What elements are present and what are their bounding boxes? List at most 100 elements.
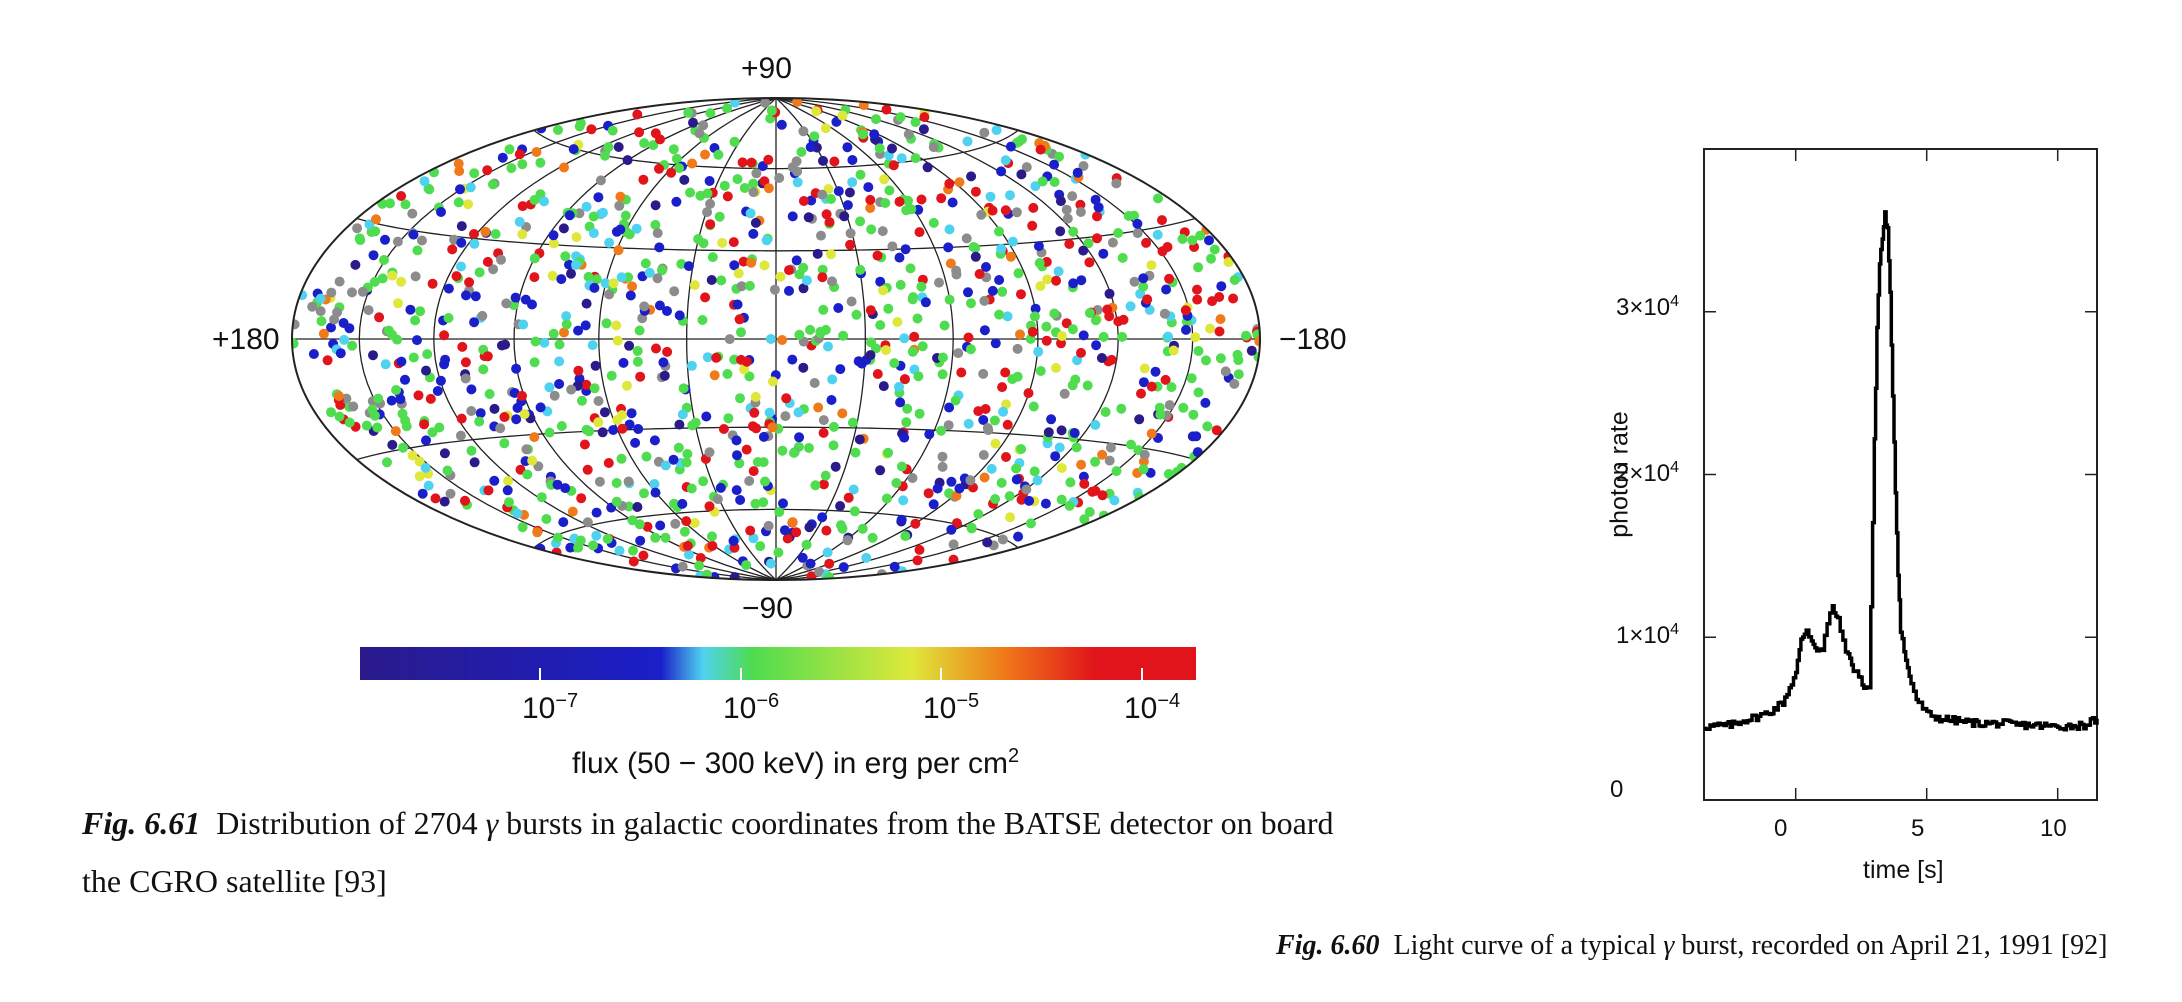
burst-point <box>954 483 965 494</box>
burst-point <box>998 406 1009 417</box>
burst-point <box>1164 400 1175 411</box>
burst-point <box>1013 268 1024 279</box>
burst-point <box>748 466 759 477</box>
burst-point <box>896 514 907 525</box>
burst-point <box>461 290 471 301</box>
burst-point <box>1075 199 1086 210</box>
burst-point <box>674 163 685 174</box>
burst-point <box>1005 141 1016 152</box>
burst-point <box>837 110 848 121</box>
burst-point <box>989 415 1000 426</box>
burst-point <box>997 286 1008 297</box>
burst-point <box>979 325 990 336</box>
burst-point <box>1011 474 1022 485</box>
burst-point <box>944 402 955 413</box>
burst-point <box>1033 241 1044 252</box>
burst-point <box>793 407 804 418</box>
burst-point <box>421 435 431 446</box>
burst-point <box>589 383 600 394</box>
burst-point <box>1012 371 1023 382</box>
burst-point <box>1138 377 1149 388</box>
burst-point <box>517 201 528 212</box>
burst-point <box>700 292 711 303</box>
burst-point <box>668 144 679 155</box>
burst-point <box>1129 276 1140 287</box>
burst-point <box>687 420 698 431</box>
burst-point <box>855 216 866 227</box>
cbar-tick-label-1: 10−7 <box>522 690 579 725</box>
burst-point <box>460 357 471 368</box>
burst-point <box>875 276 886 287</box>
burst-point <box>1069 428 1080 438</box>
burst-point <box>456 413 467 424</box>
burst-point <box>903 195 913 206</box>
burst-point <box>1016 444 1027 454</box>
burst-point <box>669 498 680 509</box>
burst-point <box>466 406 477 416</box>
burst-point <box>923 488 934 499</box>
burst-point <box>1205 323 1215 334</box>
burst-point <box>1087 486 1098 497</box>
burst-point <box>994 226 1004 237</box>
burst-point <box>677 498 688 509</box>
burst-point <box>611 320 622 331</box>
burst-point <box>1092 211 1102 222</box>
burst-point <box>662 346 673 357</box>
burst-point <box>818 479 829 490</box>
burst-point <box>912 313 923 324</box>
burst-point <box>315 293 326 304</box>
burst-point <box>881 345 891 356</box>
burst-point <box>850 447 861 458</box>
burst-point <box>1228 293 1239 304</box>
burst-point <box>1078 245 1089 256</box>
burst-point <box>920 297 931 308</box>
burst-point <box>729 136 740 147</box>
fig60-symbol: γ <box>1663 930 1675 961</box>
burst-point <box>820 123 831 134</box>
burst-point <box>614 200 625 211</box>
burst-point <box>676 259 687 269</box>
burst-point <box>587 340 598 351</box>
burst-point <box>332 307 343 318</box>
burst-point <box>1062 213 1073 224</box>
burst-point <box>683 261 694 272</box>
burst-point <box>787 517 798 528</box>
burst-point <box>654 242 665 253</box>
burst-point <box>828 421 839 432</box>
burst-point <box>591 507 602 518</box>
burst-point <box>634 519 645 530</box>
burst-point <box>798 362 809 373</box>
burst-point <box>581 298 592 309</box>
burst-point <box>622 380 632 391</box>
burst-point <box>504 144 515 155</box>
ytick-label-3: 3×104 <box>1616 293 1679 321</box>
burst-point <box>617 423 628 434</box>
burst-point <box>842 142 853 153</box>
burst-point <box>315 306 326 317</box>
burst-point <box>737 157 748 168</box>
y-axis-label: photon rate <box>1605 411 1634 538</box>
burst-point <box>761 235 772 246</box>
burst-point <box>817 189 828 200</box>
burst-point <box>798 196 809 206</box>
burst-point <box>866 337 877 348</box>
burst-point <box>798 283 809 294</box>
burst-point <box>801 539 812 550</box>
burst-point <box>482 256 493 267</box>
burst-point <box>937 451 948 462</box>
burst-point <box>567 506 578 517</box>
burst-point <box>496 254 506 265</box>
burst-point <box>990 438 1001 449</box>
burst-point <box>417 488 428 499</box>
burst-point <box>483 485 494 496</box>
burst-point <box>966 298 976 309</box>
burst-point <box>556 421 567 431</box>
burst-point <box>895 112 906 123</box>
burst-point <box>695 190 706 201</box>
burst-point <box>430 493 441 504</box>
burst-point <box>1138 281 1149 292</box>
burst-point <box>1096 353 1107 363</box>
burst-point <box>632 346 643 356</box>
burst-point <box>1035 144 1046 155</box>
